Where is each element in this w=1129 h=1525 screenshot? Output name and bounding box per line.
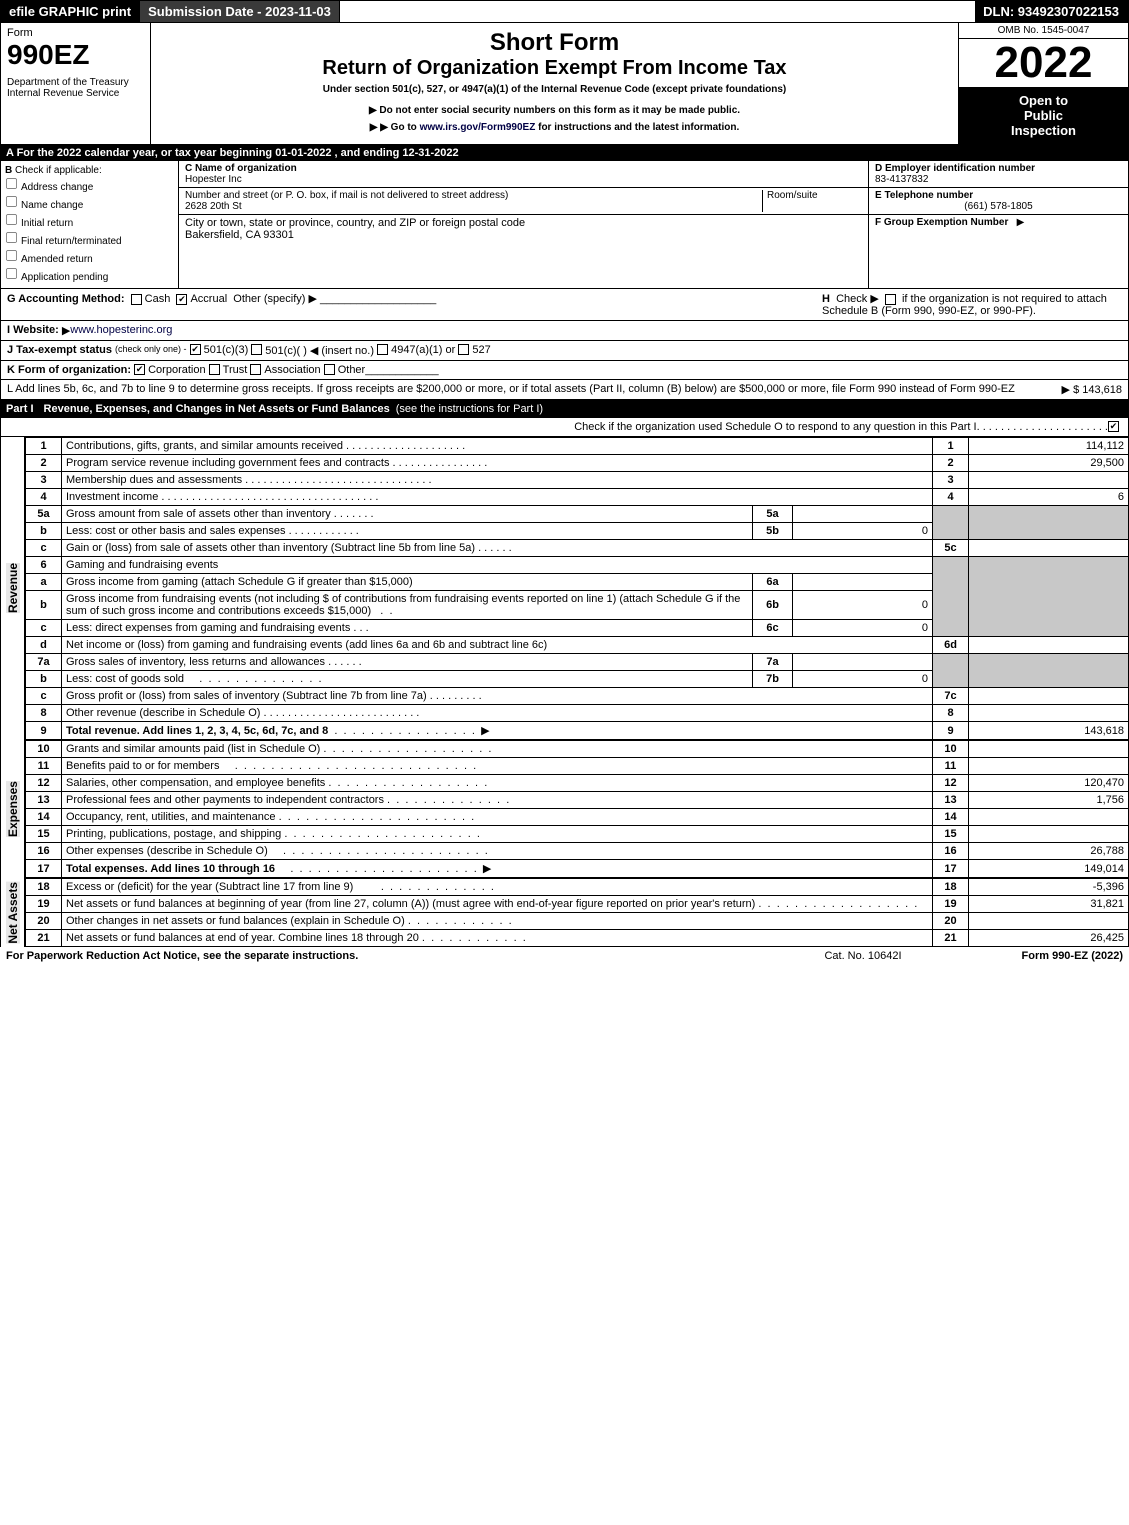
tax-year: 2022 xyxy=(959,39,1128,87)
subtitle: Under section 501(c), 527, or 4947(a)(1)… xyxy=(157,84,952,95)
line-1-amount: 114,112 xyxy=(969,438,1129,455)
check-address-change[interactable]: Address change xyxy=(5,176,174,194)
line-9-total-revenue: 143,618 xyxy=(969,722,1129,740)
org-name: Hopester Inc xyxy=(185,174,242,185)
paperwork-notice: For Paperwork Reduction Act Notice, see … xyxy=(6,950,358,962)
net-assets-section: Net Assets 18Excess or (deficit) for the… xyxy=(0,878,1129,947)
org-city: Bakersfield, CA 93301 xyxy=(185,229,294,241)
line-13-amount: 1,756 xyxy=(969,792,1129,809)
phone: (661) 578-1805 xyxy=(875,201,1122,212)
dln: DLN: 93492307022153 xyxy=(975,1,1128,22)
line-19-amount: 31,821 xyxy=(969,896,1129,913)
line-16-amount: 26,788 xyxy=(969,843,1129,860)
line-18-amount: -5,396 xyxy=(969,879,1129,896)
check-accrual[interactable] xyxy=(176,294,187,305)
line-17-total-expenses: 149,014 xyxy=(969,860,1129,878)
ein: 83-4137832 xyxy=(875,174,928,185)
part-1-header: Part I Revenue, Expenses, and Changes in… xyxy=(0,400,1129,418)
room-suite-label: Room/suite xyxy=(762,190,862,212)
check-initial-return[interactable]: Initial return xyxy=(5,212,174,230)
row-g-h: G Accounting Method: Cash Accrual Other … xyxy=(0,289,1129,321)
form-version: Form 990-EZ (2022) xyxy=(1022,950,1123,962)
check-trust[interactable] xyxy=(209,364,220,375)
revenue-table: 1Contributions, gifts, grants, and simil… xyxy=(25,437,1129,740)
page-footer: For Paperwork Reduction Act Notice, see … xyxy=(0,947,1129,965)
check-association[interactable] xyxy=(250,364,261,375)
open-to-public: Open to Public Inspection xyxy=(959,87,1128,144)
line-2-amount: 29,500 xyxy=(969,455,1129,472)
section-d-ein: D Employer identification number 83-4137… xyxy=(868,161,1128,288)
check-final-return[interactable]: Final return/terminated xyxy=(5,230,174,248)
cat-number: Cat. No. 10642I xyxy=(824,950,901,962)
irs-link[interactable]: www.irs.gov/Form990EZ xyxy=(420,122,536,133)
short-form-title: Short Form xyxy=(157,29,952,57)
expenses-side-label: Expenses xyxy=(6,781,20,837)
check-corporation[interactable] xyxy=(134,364,145,375)
check-schedule-o[interactable] xyxy=(1108,421,1119,432)
efile-label: efile GRAPHIC print xyxy=(1,1,140,22)
dept-line-2: Internal Revenue Service xyxy=(7,88,144,99)
revenue-side-label: Revenue xyxy=(6,563,20,613)
section-c-org: C Name of organization Hopester Inc Numb… xyxy=(179,161,868,288)
line-12-amount: 120,470 xyxy=(969,775,1129,792)
row-l-gross-receipts: L Add lines 5b, 6c, and 7b to line 9 to … xyxy=(0,380,1129,400)
form-header: Form 990EZ Department of the Treasury In… xyxy=(0,23,1129,145)
omb-number: OMB No. 1545-0047 xyxy=(959,23,1128,39)
check-cash[interactable] xyxy=(131,294,142,305)
submission-date: Submission Date - 2023-11-03 xyxy=(140,1,340,22)
check-501c3[interactable] xyxy=(190,344,201,355)
net-assets-table: 18Excess or (deficit) for the year (Subt… xyxy=(25,878,1129,947)
check-schedule-b[interactable] xyxy=(885,294,896,305)
row-i-website: I Website: ▶www.hopesterinc.org xyxy=(0,321,1129,341)
revenue-section: Revenue 1Contributions, gifts, grants, a… xyxy=(0,437,1129,740)
net-assets-side-label: Net Assets xyxy=(6,882,20,944)
form-label: Form xyxy=(7,27,144,39)
check-527[interactable] xyxy=(458,344,469,355)
expenses-section: Expenses 10Grants and similar amounts pa… xyxy=(0,740,1129,878)
dept-line-1: Department of the Treasury xyxy=(7,77,144,88)
top-bar: efile GRAPHIC print Submission Date - 20… xyxy=(0,0,1129,23)
line-21-amount: 26,425 xyxy=(969,930,1129,947)
expenses-table: 10Grants and similar amounts paid (list … xyxy=(25,740,1129,878)
org-info-block: B Check if applicable: Address change Na… xyxy=(0,161,1129,289)
org-street: 2628 20th St xyxy=(185,201,242,212)
check-name-change[interactable]: Name change xyxy=(5,194,174,212)
row-k-form-org: K Form of organization: Corporation Trus… xyxy=(0,361,1129,380)
check-amended-return[interactable]: Amended return xyxy=(5,248,174,266)
check-application-pending[interactable]: Application pending xyxy=(5,266,174,284)
gross-receipts-amount: $ 143,618 xyxy=(1073,384,1122,396)
website-link[interactable]: www.hopesterinc.org xyxy=(70,324,172,337)
check-501c[interactable] xyxy=(251,344,262,355)
section-b-checkboxes: B Check if applicable: Address change Na… xyxy=(1,161,179,288)
check-other-org[interactable] xyxy=(324,364,335,375)
check-4947[interactable] xyxy=(377,344,388,355)
return-title: Return of Organization Exempt From Incom… xyxy=(157,57,952,80)
row-j-tax-status: J Tax-exempt status (check only one) - 5… xyxy=(0,341,1129,361)
form-number: 990EZ xyxy=(7,39,144,71)
privacy-note: Do not enter social security numbers on … xyxy=(157,105,952,116)
part-1-schedule-o-note: Check if the organization used Schedule … xyxy=(0,418,1129,437)
instructions-link[interactable]: ▶ Go to www.irs.gov/Form990EZ for instru… xyxy=(157,122,952,133)
section-a-tax-year: A For the 2022 calendar year, or tax yea… xyxy=(0,145,1129,161)
line-4-amount: 6 xyxy=(969,489,1129,506)
